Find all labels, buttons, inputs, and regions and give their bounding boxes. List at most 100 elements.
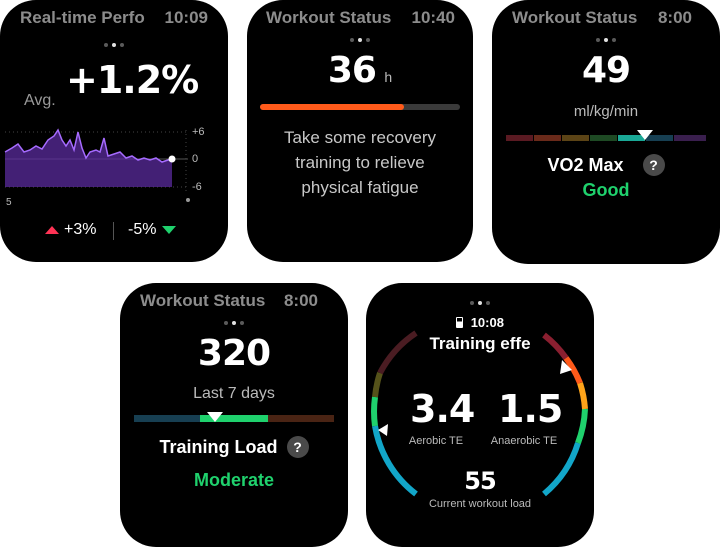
clock-time: 10:40 [411,8,455,27]
page-indicator [120,321,348,325]
area-fill [5,130,172,187]
page-indicator [492,38,720,42]
vo2-value: 49 [581,50,631,91]
page-dot-active [604,38,608,42]
help-icon[interactable]: ? [642,154,665,177]
workout-load-label: Current workout load [428,498,532,510]
load-level: Moderate [193,470,274,490]
page-indicator [247,38,473,42]
scale-seg-7 [674,135,706,141]
aerobic-marker-icon [378,424,388,436]
scale-seg-5 [618,135,645,141]
aerobic-arc-mid [371,396,378,427]
anaerobic-value: 1.5 [498,387,563,431]
divider [113,222,114,240]
watch-training-effect: 10:08 Training effe 3.4 Aerobic TE 1.5 A… [366,283,594,547]
page-dot [350,38,354,42]
page-dot [120,43,124,47]
page-dot [470,301,474,305]
scale-seg-3 [562,135,589,141]
page-dot [596,38,600,42]
vo2-label: VO2 Max [547,154,624,175]
scale-seg-high [268,415,334,422]
watch-vo2-max: Workout Status 8:00 49 ml/kg/min VO2 Max… [492,0,720,264]
triangle-down-icon [162,226,176,234]
watch-real-time-performance: Real-time Perfo 10:09 +1.2% Avg. +6 0 -6… [0,0,228,262]
scale-seg-low [134,415,200,422]
aerobic-arc-low [372,425,418,497]
anaerobic-arc-high [577,382,588,410]
page-dot-active [112,43,116,47]
page-dot [224,321,228,325]
performance-chart [4,128,188,194]
screen-title: Training effe [429,334,531,353]
status-bar: 10:08 [366,314,594,330]
battery-icon [456,317,464,329]
y-tick-zero: 0 [192,153,199,165]
recovery-progress-track [260,104,460,110]
status-header: Real-time Perfo 10:09 [0,8,228,34]
vo2-level: Good [582,180,630,200]
y-tick-bottom: -6 [192,181,202,193]
recovery-progress-fill [260,104,404,110]
screen-title: Real-time Perfo [20,8,145,27]
message-line-3: physical fatigue [301,178,419,197]
page-dot [104,43,108,47]
message-line-1: Take some recovery [283,128,437,147]
status-header: Workout Status 10:40 [247,8,473,34]
page-dot [366,38,370,42]
page-indicator [0,43,228,47]
clock-time: 8:00 [283,291,318,310]
clock-time: 8:00 [657,8,692,27]
vo2-unit: ml/kg/min [573,103,639,120]
page-dot [240,321,244,325]
watch-recovery-status: Workout Status 10:40 36 h Take some reco… [247,0,473,262]
page-dot [486,301,490,305]
training-effect-gauge [371,330,588,497]
clock-time: 10:08 [470,315,504,331]
screen-title: Workout Status [512,8,638,27]
message-line-2: training to relieve [295,153,425,172]
anaerobic-arc-peak [542,332,569,360]
avg-label: Avg. [24,92,56,109]
load-marker-icon [207,412,223,422]
triangle-up-icon [45,226,59,234]
page-dot-active [232,321,236,325]
page-indicator [366,301,594,305]
period-label: Last 7 days [193,385,275,402]
x-tick-marker [186,198,190,202]
anaerobic-label: Anaerobic TE [490,435,558,447]
up-value: +3% [64,221,97,238]
recovery-unit: h [384,69,393,85]
anaerobic-arc-top [563,356,583,385]
load-label: Training Load [159,436,278,457]
scale-seg-2 [534,135,561,141]
performance-value: +1.2% [66,58,199,102]
aerobic-value: 3.4 [410,387,475,431]
vo2-marker-icon [637,130,653,140]
load-label-row: Training Load ? [120,436,348,459]
anaerobic-arc-low [542,442,581,497]
anaerobic-arc-mid [575,408,588,445]
screen-title: Workout Status [140,291,266,310]
vo2-label-row: VO2 Max ? [492,154,720,177]
aerobic-arc-high [372,372,383,398]
load-scale [134,415,334,422]
anaerobic-marker-icon [560,360,572,374]
scale-seg-6 [646,135,673,141]
status-header: Workout Status 8:00 [492,8,720,34]
screen-title: Workout Status [266,8,392,27]
y-tick-top: +6 [192,126,205,138]
scale-seg-4 [590,135,617,141]
workout-load-value: 55 [464,467,496,495]
x-tick: 5 [6,197,12,208]
help-icon[interactable]: ? [286,436,309,459]
watch-training-load: Workout Status 8:00 320 Last 7 days Trai… [120,283,348,547]
vo2-scale [506,135,706,141]
page-dot-active [478,301,482,305]
down-value: -5% [128,221,157,238]
performance-line [4,128,173,163]
recovery-time: 36 h [247,50,473,91]
trend-row: +3% -5% [0,220,228,242]
page-dot [612,38,616,42]
